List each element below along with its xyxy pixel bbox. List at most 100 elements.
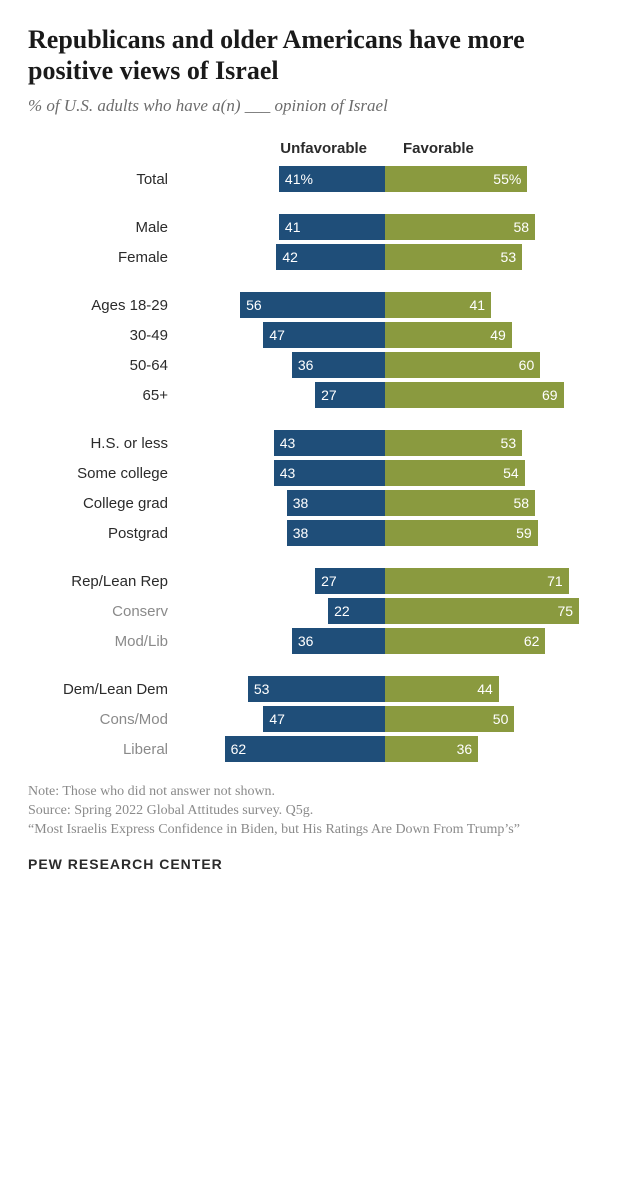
bar-favorable: 53 xyxy=(385,244,522,270)
chart-subtitle: % of U.S. adults who have a(n) ___ opini… xyxy=(28,96,592,116)
bar-unfavorable: 42 xyxy=(276,244,385,270)
bar-unfavorable: 47 xyxy=(263,706,385,732)
row-label: Male xyxy=(28,219,178,236)
bar-favorable: 36 xyxy=(385,736,478,762)
bar-area: 41%55% xyxy=(178,166,592,192)
row-group: Male4158Female4253 xyxy=(28,213,592,271)
row-label: Mod/Lib xyxy=(28,633,178,650)
data-row: Some college4354 xyxy=(28,459,592,487)
bar-favorable: 62 xyxy=(385,628,545,654)
source-footer: PEW RESEARCH CENTER xyxy=(28,856,592,872)
bar-unfavorable: 36 xyxy=(292,628,385,654)
bar-favorable: 53 xyxy=(385,430,522,456)
data-row: Total41%55% xyxy=(28,165,592,193)
row-label: 65+ xyxy=(28,387,178,404)
note-line: Source: Spring 2022 Global Attitudes sur… xyxy=(28,802,592,821)
chart-notes: Note: Those who did not answer not shown… xyxy=(28,783,592,840)
bar-unfavorable: 22 xyxy=(328,598,385,624)
data-row: 50-643660 xyxy=(28,351,592,379)
row-group: H.S. or less4353Some college4354College … xyxy=(28,429,592,547)
data-row: Rep/Lean Rep2771 xyxy=(28,567,592,595)
bar-unfavorable: 27 xyxy=(315,382,385,408)
header-unfavorable: Unfavorable xyxy=(178,140,385,157)
bar-area: 4253 xyxy=(178,244,592,270)
bar-favorable: 58 xyxy=(385,214,535,240)
bar-unfavorable: 41% xyxy=(279,166,385,192)
bar-unfavorable: 56 xyxy=(240,292,385,318)
data-row: Mod/Lib3662 xyxy=(28,627,592,655)
bar-area: 3660 xyxy=(178,352,592,378)
bar-unfavorable: 53 xyxy=(248,676,385,702)
bar-favorable: 59 xyxy=(385,520,538,546)
bar-unfavorable: 43 xyxy=(274,460,385,486)
bar-unfavorable: 43 xyxy=(274,430,385,456)
chart-title: Republicans and older Americans have mor… xyxy=(28,24,592,86)
bar-unfavorable: 41 xyxy=(279,214,385,240)
bar-area: 2769 xyxy=(178,382,592,408)
row-group: Rep/Lean Rep2771Conserv2275Mod/Lib3662 xyxy=(28,567,592,655)
bar-favorable: 50 xyxy=(385,706,514,732)
column-headers: Unfavorable Favorable xyxy=(28,140,592,157)
bar-area: 4353 xyxy=(178,430,592,456)
row-label: Liberal xyxy=(28,741,178,758)
row-label: H.S. or less xyxy=(28,435,178,452)
row-label: Conserv xyxy=(28,603,178,620)
data-row: 30-49 4749 xyxy=(28,321,592,349)
row-label: Ages 18-29 xyxy=(28,297,178,314)
chart-body: Total41%55%Male4158Female4253Ages 18-295… xyxy=(28,165,592,763)
row-label: Total xyxy=(28,171,178,188)
row-label: 30-49 xyxy=(28,327,178,344)
data-row: Postgrad3859 xyxy=(28,519,592,547)
bar-area: 3662 xyxy=(178,628,592,654)
data-row: College grad3858 xyxy=(28,489,592,517)
bar-favorable: 75 xyxy=(385,598,579,624)
bar-area: 6236 xyxy=(178,736,592,762)
bar-favorable: 58 xyxy=(385,490,535,516)
data-row: Cons/Mod4750 xyxy=(28,705,592,733)
header-favorable: Favorable xyxy=(385,140,592,157)
bar-favorable: 41 xyxy=(385,292,491,318)
data-row: Dem/Lean Dem5344 xyxy=(28,675,592,703)
bar-area: 4354 xyxy=(178,460,592,486)
bar-area: 3859 xyxy=(178,520,592,546)
bar-unfavorable: 38 xyxy=(287,520,385,546)
row-label: Female xyxy=(28,249,178,266)
bar-favorable: 49 xyxy=(385,322,512,348)
data-row: Female4253 xyxy=(28,243,592,271)
row-label: 50-64 xyxy=(28,357,178,374)
row-label: Cons/Mod xyxy=(28,711,178,728)
row-label: Dem/Lean Dem xyxy=(28,681,178,698)
bar-unfavorable: 36 xyxy=(292,352,385,378)
bar-favorable: 54 xyxy=(385,460,525,486)
row-group: Dem/Lean Dem5344Cons/Mod4750Liberal6236 xyxy=(28,675,592,763)
data-row: Ages 18-295641 xyxy=(28,291,592,319)
bar-favorable: 60 xyxy=(385,352,540,378)
bar-unfavorable: 62 xyxy=(225,736,385,762)
bar-unfavorable: 38 xyxy=(287,490,385,516)
row-label: Postgrad xyxy=(28,525,178,542)
note-line: “Most Israelis Express Confidence in Bid… xyxy=(28,821,592,840)
bar-area: 5344 xyxy=(178,676,592,702)
bar-unfavorable: 27 xyxy=(315,568,385,594)
data-row: Liberal6236 xyxy=(28,735,592,763)
bar-favorable: 69 xyxy=(385,382,564,408)
row-group: Ages 18-29564130-49474950-64366065+2769 xyxy=(28,291,592,409)
bar-unfavorable: 47 xyxy=(263,322,385,348)
bar-favorable: 55% xyxy=(385,166,527,192)
row-label: Some college xyxy=(28,465,178,482)
note-line: Note: Those who did not answer not shown… xyxy=(28,783,592,802)
bar-favorable: 71 xyxy=(385,568,569,594)
bar-area: 3858 xyxy=(178,490,592,516)
bar-area: 5641 xyxy=(178,292,592,318)
bar-area: 4750 xyxy=(178,706,592,732)
data-row: 65+2769 xyxy=(28,381,592,409)
row-label: Rep/Lean Rep xyxy=(28,573,178,590)
data-row: Conserv2275 xyxy=(28,597,592,625)
data-row: Male4158 xyxy=(28,213,592,241)
bar-area: 4158 xyxy=(178,214,592,240)
row-group: Total41%55% xyxy=(28,165,592,193)
bar-area: 2275 xyxy=(178,598,592,624)
row-label: College grad xyxy=(28,495,178,512)
bar-area: 2771 xyxy=(178,568,592,594)
data-row: H.S. or less4353 xyxy=(28,429,592,457)
